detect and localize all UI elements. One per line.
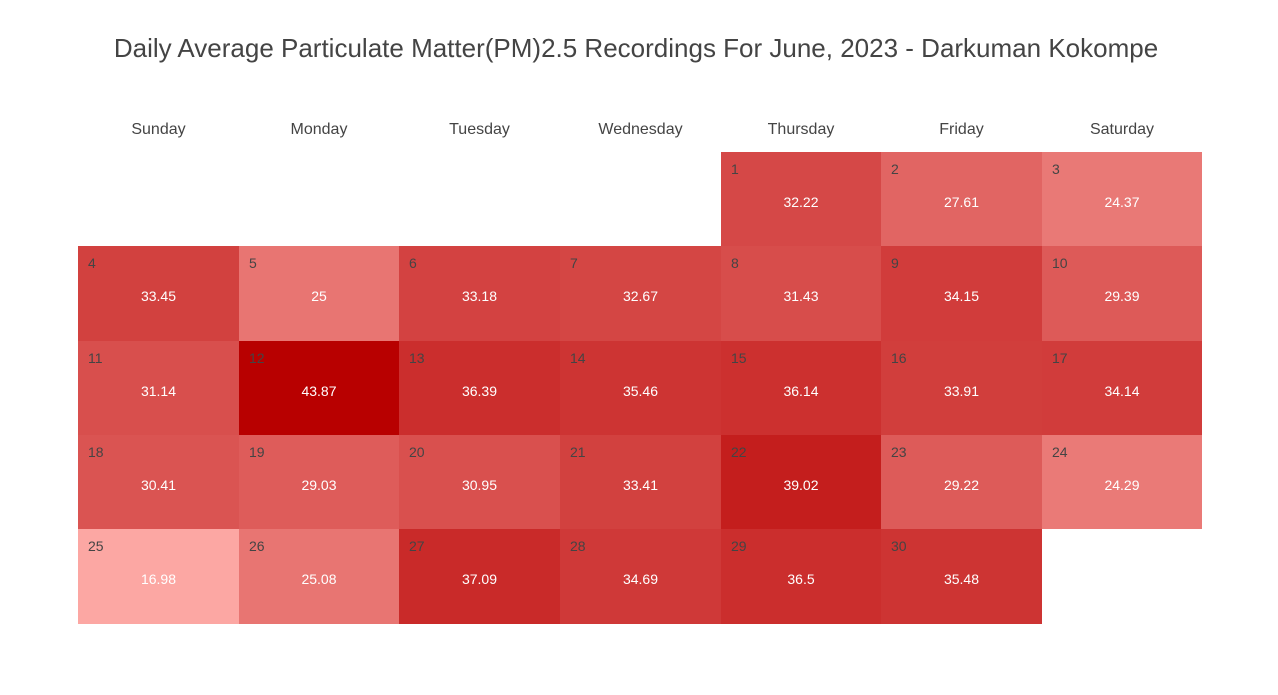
day-number: 15 — [731, 350, 747, 366]
heatmap-cell: 18 30.41 — [78, 435, 239, 529]
value-label: 33.41 — [622, 477, 659, 493]
value-label: 34.14 — [1104, 383, 1140, 399]
heatmap-cell: 21 33.41 — [560, 435, 721, 529]
value-label: 31.14 — [140, 383, 177, 399]
day-number: 3 — [1052, 161, 1060, 177]
value-label: 36.39 — [461, 383, 498, 399]
heatmap-cell: 23 29.22 — [881, 435, 1042, 529]
value-label: 32.67 — [622, 288, 659, 304]
value-label: 33.18 — [461, 288, 498, 304]
value-label: 24.29 — [1104, 477, 1140, 493]
heatmap-cell: 5 25 — [239, 246, 399, 341]
value-label: 34.69 — [622, 571, 659, 587]
value-label: 43.87 — [301, 383, 337, 399]
heatmap-cell: 15 36.14 — [721, 341, 881, 435]
day-number: 9 — [891, 255, 899, 271]
value-label: 25.08 — [301, 571, 337, 587]
value-label: 36.14 — [783, 383, 819, 399]
value-label: 37.09 — [461, 571, 498, 587]
day-number: 25 — [88, 538, 104, 554]
day-number: 24 — [1052, 444, 1068, 460]
day-number: 22 — [731, 444, 747, 460]
day-number: 19 — [249, 444, 265, 460]
value-label: 39.02 — [783, 477, 819, 493]
value-label: 34.15 — [943, 288, 980, 304]
day-number: 18 — [88, 444, 104, 460]
heatmap-cell: 29 36.5 — [721, 529, 881, 624]
heatmap-cell: 28 34.69 — [560, 529, 721, 624]
day-number: 2 — [891, 161, 899, 177]
day-number: 7 — [570, 255, 578, 271]
heatmap-cell: 20 30.95 — [399, 435, 560, 529]
value-label: 30.41 — [140, 477, 177, 493]
day-number: 12 — [249, 350, 265, 366]
heatmap-cell: 22 39.02 — [721, 435, 881, 529]
value-label: 27.61 — [943, 194, 980, 210]
day-number: 5 — [249, 255, 257, 271]
value-label: 36.5 — [787, 571, 815, 587]
chart-title: Daily Average Particulate Matter(PM)2.5 … — [113, 33, 1159, 63]
day-number: 1 — [731, 161, 739, 177]
value-label: 16.98 — [140, 571, 177, 587]
day-number: 13 — [409, 350, 425, 366]
heatmap-cell: 11 31.14 — [78, 341, 239, 435]
weekday-label-sunday: Sunday — [131, 121, 186, 138]
heatmap-cell: 17 34.14 — [1042, 341, 1202, 435]
day-number: 26 — [249, 538, 265, 554]
weekday-label-monday: Monday — [290, 121, 348, 138]
day-number: 30 — [891, 538, 907, 554]
heatmap-cell: 13 36.39 — [399, 341, 560, 435]
weekday-label-friday: Friday — [939, 121, 984, 138]
value-label: 29.22 — [943, 477, 980, 493]
value-label: 35.46 — [622, 383, 659, 399]
heatmap-cell: 14 35.46 — [560, 341, 721, 435]
value-label: 33.91 — [943, 383, 980, 399]
value-label: 29.03 — [301, 477, 337, 493]
day-number: 16 — [891, 350, 907, 366]
heatmap-cell: 4 33.45 — [78, 246, 239, 341]
value-label: 24.37 — [1104, 194, 1140, 210]
value-label: 33.45 — [140, 288, 177, 304]
day-number: 17 — [1052, 350, 1068, 366]
heatmap-cell: 10 29.39 — [1042, 246, 1202, 341]
value-label: 25 — [311, 288, 327, 304]
heatmap-cell: 25 16.98 — [78, 529, 239, 624]
weekday-label-saturday: Saturday — [1089, 121, 1155, 138]
day-number: 23 — [891, 444, 907, 460]
day-number: 4 — [88, 255, 96, 271]
day-number: 27 — [409, 538, 425, 554]
heatmap-cell: 7 32.67 — [560, 246, 721, 341]
day-number: 8 — [731, 255, 739, 271]
value-label: 29.39 — [1104, 288, 1140, 304]
heatmap-cell: 3 24.37 — [1042, 152, 1202, 246]
heatmap-cell: 24 24.29 — [1042, 435, 1202, 529]
day-number: 29 — [731, 538, 747, 554]
weekday-label-wednesday: Wednesday — [598, 121, 683, 138]
day-number: 11 — [88, 350, 103, 366]
heatmap-cell: 19 29.03 — [239, 435, 399, 529]
heatmap-cell: 26 25.08 — [239, 529, 399, 624]
heatmap-cell: 12 43.87 — [239, 341, 399, 435]
day-number: 21 — [570, 444, 586, 460]
day-number: 20 — [409, 444, 425, 460]
day-number: 14 — [570, 350, 586, 366]
day-number: 28 — [570, 538, 586, 554]
heatmap-cell: 2 27.61 — [881, 152, 1042, 246]
day-number: 6 — [409, 255, 417, 271]
heatmap-cell: 27 37.09 — [399, 529, 560, 624]
weekday-label-thursday: Thursday — [767, 121, 835, 138]
value-label: 31.43 — [783, 288, 819, 304]
value-label: 35.48 — [943, 571, 980, 587]
heatmap-cell: 6 33.18 — [399, 246, 560, 341]
heatmap-cell: 1 32.22 — [721, 152, 881, 246]
weekday-label-tuesday: Tuesday — [449, 121, 510, 138]
value-label: 32.22 — [783, 194, 819, 210]
heatmap-cell: 30 35.48 — [881, 529, 1042, 624]
heatmap-cell: 9 34.15 — [881, 246, 1042, 341]
day-number: 10 — [1052, 255, 1068, 271]
heatmap-cell: 16 33.91 — [881, 341, 1042, 435]
value-label: 30.95 — [461, 477, 498, 493]
heatmap-cell: 8 31.43 — [721, 246, 881, 341]
